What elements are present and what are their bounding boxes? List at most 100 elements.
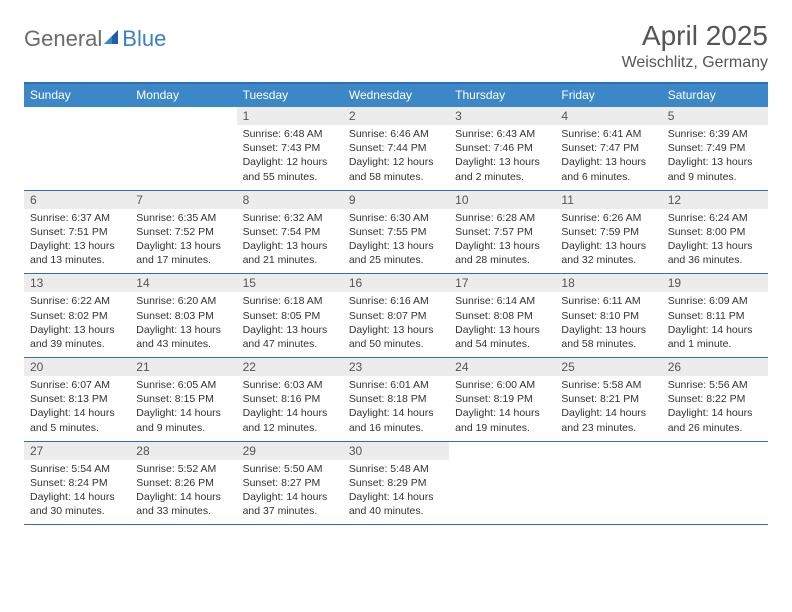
day-number: 23 — [343, 358, 449, 376]
daylight-line: Daylight: 13 hours and 54 minutes. — [455, 323, 549, 351]
sunset-line: Sunset: 7:54 PM — [243, 225, 337, 239]
dow-thursday: Thursday — [449, 84, 555, 107]
day-number: 26 — [662, 358, 768, 376]
sunrise-line: Sunrise: 6:32 AM — [243, 211, 337, 225]
sunrise-line: Sunrise: 5:58 AM — [561, 378, 655, 392]
calendar-cell: 23Sunrise: 6:01 AMSunset: 8:18 PMDayligh… — [343, 358, 449, 441]
daylight-line: Daylight: 13 hours and 21 minutes. — [243, 239, 337, 267]
sunrise-line: Sunrise: 6:00 AM — [455, 378, 549, 392]
calendar-cell: 27Sunrise: 5:54 AMSunset: 8:24 PMDayligh… — [24, 442, 130, 525]
day-of-week-header: SundayMondayTuesdayWednesdayThursdayFrid… — [24, 84, 768, 107]
day-number: 25 — [555, 358, 661, 376]
day-number: 29 — [237, 442, 343, 460]
day-number: 11 — [555, 191, 661, 209]
daylight-line: Daylight: 14 hours and 19 minutes. — [455, 406, 549, 434]
cell-body: Sunrise: 6:20 AMSunset: 8:03 PMDaylight:… — [130, 292, 236, 357]
cell-body: Sunrise: 6:26 AMSunset: 7:59 PMDaylight:… — [555, 209, 661, 274]
sail-icon — [102, 27, 122, 52]
day-number: 22 — [237, 358, 343, 376]
cell-body: Sunrise: 6:41 AMSunset: 7:47 PMDaylight:… — [555, 125, 661, 190]
week-row: 27Sunrise: 5:54 AMSunset: 8:24 PMDayligh… — [24, 442, 768, 526]
sunset-line: Sunset: 8:22 PM — [668, 392, 762, 406]
cell-body: Sunrise: 6:18 AMSunset: 8:05 PMDaylight:… — [237, 292, 343, 357]
day-number: 28 — [130, 442, 236, 460]
cell-body: Sunrise: 6:37 AMSunset: 7:51 PMDaylight:… — [24, 209, 130, 274]
daylight-line: Daylight: 13 hours and 9 minutes. — [668, 155, 762, 183]
calendar-cell: 1Sunrise: 6:48 AMSunset: 7:43 PMDaylight… — [237, 107, 343, 190]
cell-body: Sunrise: 5:50 AMSunset: 8:27 PMDaylight:… — [237, 460, 343, 525]
cell-body: Sunrise: 6:00 AMSunset: 8:19 PMDaylight:… — [449, 376, 555, 441]
sunset-line: Sunset: 8:08 PM — [455, 309, 549, 323]
sunset-line: Sunset: 7:47 PM — [561, 141, 655, 155]
calendar-cell: 6Sunrise: 6:37 AMSunset: 7:51 PMDaylight… — [24, 191, 130, 274]
calendar-cell: 5Sunrise: 6:39 AMSunset: 7:49 PMDaylight… — [662, 107, 768, 190]
day-number — [555, 442, 661, 460]
calendar-cell: 15Sunrise: 6:18 AMSunset: 8:05 PMDayligh… — [237, 274, 343, 357]
cell-body: Sunrise: 6:14 AMSunset: 8:08 PMDaylight:… — [449, 292, 555, 357]
day-number: 15 — [237, 274, 343, 292]
calendar-cell: 11Sunrise: 6:26 AMSunset: 7:59 PMDayligh… — [555, 191, 661, 274]
sunrise-line: Sunrise: 6:09 AM — [668, 294, 762, 308]
daylight-line: Daylight: 14 hours and 37 minutes. — [243, 490, 337, 518]
sunrise-line: Sunrise: 6:35 AM — [136, 211, 230, 225]
sunset-line: Sunset: 8:10 PM — [561, 309, 655, 323]
sunrise-line: Sunrise: 6:26 AM — [561, 211, 655, 225]
calendar-cell: 21Sunrise: 6:05 AMSunset: 8:15 PMDayligh… — [130, 358, 236, 441]
cell-body: Sunrise: 6:03 AMSunset: 8:16 PMDaylight:… — [237, 376, 343, 441]
sunrise-line: Sunrise: 6:16 AM — [349, 294, 443, 308]
day-number — [449, 442, 555, 460]
day-number — [662, 442, 768, 460]
cell-body: Sunrise: 5:52 AMSunset: 8:26 PMDaylight:… — [130, 460, 236, 525]
daylight-line: Daylight: 13 hours and 32 minutes. — [561, 239, 655, 267]
daylight-line: Daylight: 13 hours and 25 minutes. — [349, 239, 443, 267]
sunset-line: Sunset: 8:29 PM — [349, 476, 443, 490]
sunrise-line: Sunrise: 6:48 AM — [243, 127, 337, 141]
cell-body: Sunrise: 6:32 AMSunset: 7:54 PMDaylight:… — [237, 209, 343, 274]
title-block: April 2025 Weischlitz, Germany — [622, 20, 768, 72]
sunrise-line: Sunrise: 6:20 AM — [136, 294, 230, 308]
brand-logo: General Blue — [24, 26, 166, 52]
sunset-line: Sunset: 7:57 PM — [455, 225, 549, 239]
day-number: 16 — [343, 274, 449, 292]
sunset-line: Sunset: 7:52 PM — [136, 225, 230, 239]
sunrise-line: Sunrise: 6:18 AM — [243, 294, 337, 308]
calendar-cell: 8Sunrise: 6:32 AMSunset: 7:54 PMDaylight… — [237, 191, 343, 274]
sunrise-line: Sunrise: 6:41 AM — [561, 127, 655, 141]
sunrise-line: Sunrise: 5:50 AM — [243, 462, 337, 476]
day-number: 2 — [343, 107, 449, 125]
cell-body: Sunrise: 5:48 AMSunset: 8:29 PMDaylight:… — [343, 460, 449, 525]
cell-body: Sunrise: 6:35 AMSunset: 7:52 PMDaylight:… — [130, 209, 236, 274]
daylight-line: Daylight: 13 hours and 17 minutes. — [136, 239, 230, 267]
sunrise-line: Sunrise: 6:22 AM — [30, 294, 124, 308]
sunset-line: Sunset: 7:43 PM — [243, 141, 337, 155]
sunset-line: Sunset: 8:18 PM — [349, 392, 443, 406]
daylight-line: Daylight: 14 hours and 5 minutes. — [30, 406, 124, 434]
calendar-cell-blank — [24, 107, 130, 190]
day-number: 19 — [662, 274, 768, 292]
daylight-line: Daylight: 14 hours and 9 minutes. — [136, 406, 230, 434]
brand-text-1: General — [24, 26, 102, 52]
calendar-cell: 4Sunrise: 6:41 AMSunset: 7:47 PMDaylight… — [555, 107, 661, 190]
calendar-cell: 29Sunrise: 5:50 AMSunset: 8:27 PMDayligh… — [237, 442, 343, 525]
calendar-cell: 13Sunrise: 6:22 AMSunset: 8:02 PMDayligh… — [24, 274, 130, 357]
daylight-line: Daylight: 13 hours and 50 minutes. — [349, 323, 443, 351]
day-number: 3 — [449, 107, 555, 125]
cell-body: Sunrise: 6:30 AMSunset: 7:55 PMDaylight:… — [343, 209, 449, 274]
sunset-line: Sunset: 8:11 PM — [668, 309, 762, 323]
sunrise-line: Sunrise: 6:01 AM — [349, 378, 443, 392]
day-number: 1 — [237, 107, 343, 125]
daylight-line: Daylight: 14 hours and 26 minutes. — [668, 406, 762, 434]
day-number: 13 — [24, 274, 130, 292]
day-number: 7 — [130, 191, 236, 209]
sunset-line: Sunset: 7:49 PM — [668, 141, 762, 155]
calendar-cell: 3Sunrise: 6:43 AMSunset: 7:46 PMDaylight… — [449, 107, 555, 190]
day-number: 27 — [24, 442, 130, 460]
sunrise-line: Sunrise: 5:54 AM — [30, 462, 124, 476]
page-header: General Blue April 2025 Weischlitz, Germ… — [24, 20, 768, 72]
sunset-line: Sunset: 7:44 PM — [349, 141, 443, 155]
sunrise-line: Sunrise: 6:39 AM — [668, 127, 762, 141]
day-number: 8 — [237, 191, 343, 209]
cell-body: Sunrise: 6:48 AMSunset: 7:43 PMDaylight:… — [237, 125, 343, 190]
day-number — [130, 107, 236, 125]
week-row: 13Sunrise: 6:22 AMSunset: 8:02 PMDayligh… — [24, 274, 768, 358]
